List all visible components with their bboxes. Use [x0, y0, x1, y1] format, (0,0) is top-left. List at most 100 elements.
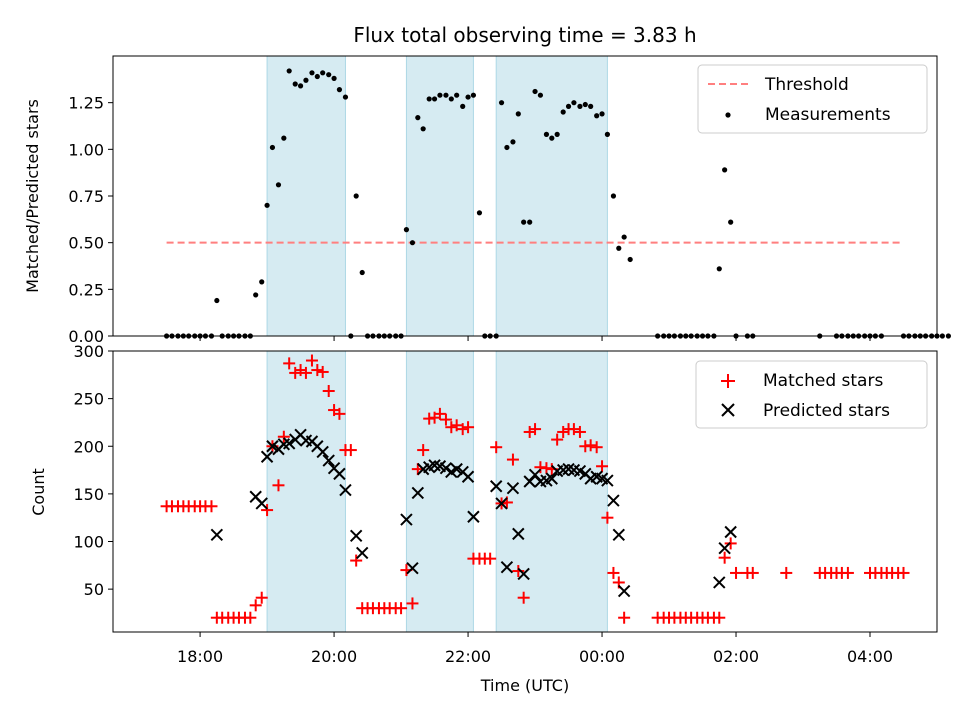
matched-star-point — [517, 591, 530, 604]
predicted-star-point — [506, 481, 520, 495]
top-legend-box — [697, 64, 928, 134]
top-y-tick-label: 0.75 — [68, 187, 104, 206]
matched-star-point — [205, 500, 218, 513]
predicted-star-point — [500, 561, 514, 574]
measurement-point — [437, 92, 443, 98]
predicted-star-point — [260, 450, 274, 463]
top-y-tick-label: 0.50 — [68, 234, 104, 253]
predicted-star-point — [406, 561, 419, 575]
bottom-y-tick-label: 250 — [73, 390, 104, 409]
measurement-point — [336, 87, 343, 93]
predicted-star-point — [713, 576, 726, 589]
measurement-point — [465, 94, 471, 100]
bottom-panel: 18:00 20:00 22:00 00:00 02:00 04:00 50 100 150 2… — [29, 342, 938, 695]
matched-star-point — [897, 566, 910, 579]
top-shade-interval-1 — [405, 55, 474, 337]
top-y-ticks: 0.00 0.25 0.50 0.75 1.00 1.25 — [68, 94, 113, 346]
predicted-star-points — [210, 428, 737, 598]
measurement-point — [627, 256, 633, 263]
top-shade-interval-0 — [266, 55, 346, 337]
measurement-point — [599, 111, 605, 117]
measurement-point — [448, 96, 454, 102]
top-y-tick-label: 1.00 — [68, 140, 104, 159]
x-tick-label: 04:00 — [847, 647, 893, 666]
matched-star-point — [780, 566, 793, 579]
measurement-point — [728, 219, 734, 225]
measurement-point — [604, 131, 611, 137]
matched-star-point — [277, 430, 290, 443]
predicted-star-point — [322, 454, 335, 467]
matched-star-point — [523, 425, 536, 438]
matched-star-point — [344, 444, 357, 457]
matched-star-point — [512, 565, 525, 578]
measurement-point — [510, 139, 516, 145]
matched-star-point — [618, 611, 631, 624]
matched-star-point — [299, 366, 312, 379]
predicted-star-point — [400, 513, 413, 526]
predicted-star-point — [612, 528, 625, 542]
top-axes-frame — [112, 55, 938, 337]
x-tick-label: 00:00 — [579, 647, 625, 666]
top-y-axis-label: Matched/Predicted stars — [23, 99, 42, 293]
x-tick-label: 20:00 — [311, 647, 357, 666]
measurement-point — [292, 81, 298, 87]
matched-star-point — [272, 479, 285, 492]
measurement-point — [621, 234, 627, 240]
bottom-y-tick-label: 200 — [73, 437, 104, 456]
predicted-star-point — [411, 486, 425, 500]
predicted-star-point — [489, 480, 503, 493]
predicted-star-point — [512, 527, 525, 541]
predicted-star-point — [333, 467, 346, 481]
matched-star-point — [529, 423, 542, 436]
measurement-point — [549, 135, 555, 141]
x-axis-label: Time (UTC) — [480, 676, 569, 695]
matched-star-point — [484, 552, 497, 565]
measurement-point — [504, 144, 510, 151]
top-x-ticks — [199, 336, 871, 341]
matched-star-point — [456, 423, 469, 436]
measurement-point — [945, 333, 951, 339]
predicted-star-point — [439, 461, 453, 475]
measurement-point — [314, 73, 320, 80]
matched-star-point — [244, 611, 257, 624]
bottom-y-tick-label: 100 — [73, 533, 104, 552]
top-shade-interval-2 — [495, 55, 608, 337]
predicted-star-point — [495, 497, 508, 510]
legend-measurements-label: Measurements — [765, 105, 891, 125]
x-tick-label: 22:00 — [445, 647, 491, 666]
top-panel: 0.00 0.25 0.50 0.75 1.00 1.25 Matched/Predict… — [23, 55, 951, 346]
top-shaded-intervals — [266, 55, 608, 337]
measurement-point — [521, 219, 527, 225]
measurement-point — [253, 292, 259, 298]
matched-star-point — [506, 453, 519, 466]
matched-star-point — [718, 551, 731, 564]
measurement-point — [498, 100, 505, 106]
legend-predicted-label: Predicted stars — [763, 401, 890, 421]
measurement-point — [460, 103, 466, 109]
predicted-star-point — [617, 584, 631, 598]
predicted-star-point — [724, 525, 737, 539]
matched-star-point — [567, 423, 580, 436]
matched-star-point — [551, 433, 564, 446]
measurement-point — [577, 103, 583, 109]
predicted-star-point — [339, 483, 352, 497]
measurement-point — [716, 266, 722, 272]
predicted-star-point — [282, 437, 296, 450]
measurement-point — [610, 193, 617, 199]
legend-threshold-label: Threshold — [764, 75, 849, 95]
bot-shade-interval-2 — [495, 350, 608, 633]
measurement-point — [515, 111, 521, 117]
predicted-star-point — [316, 445, 329, 459]
matched-star-point — [249, 599, 262, 612]
legend-matched-label: Matched stars — [763, 371, 883, 391]
matched-star-point — [573, 425, 586, 438]
bottom-axes-frame — [112, 350, 938, 633]
measurement-point — [560, 109, 566, 115]
measurement-point — [582, 101, 588, 108]
measurement-point — [415, 115, 421, 121]
chart-title: Flux total observing time = 3.83 h — [353, 23, 696, 47]
matched-star-point — [841, 566, 854, 579]
measurement-points — [163, 68, 951, 339]
measurement-point — [297, 83, 304, 89]
measurement-point — [420, 126, 426, 132]
